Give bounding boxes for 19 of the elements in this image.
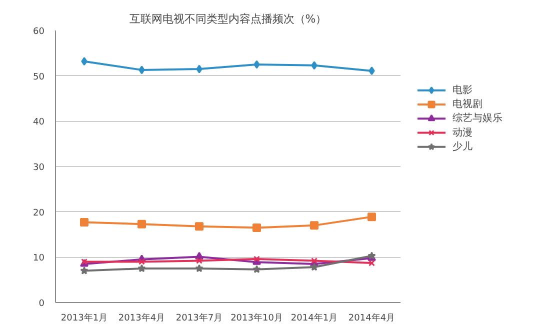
y-tick-label: 60 — [33, 27, 45, 37]
x-tick-label: 2013年10月 — [230, 312, 283, 324]
y-tick-label: 0 — [38, 299, 45, 309]
x-tick-label: 2013年1月 — [60, 312, 108, 324]
x-tick-label: 2013年7月 — [176, 312, 223, 324]
legend-label: 综艺与娱乐 — [452, 112, 502, 124]
legend-label: 少儿 — [452, 140, 472, 152]
y-tick-label: 30 — [33, 163, 45, 173]
y-tick-label: 40 — [33, 118, 45, 128]
legend-label: 动漫 — [452, 126, 472, 138]
legend-label: 电影 — [452, 84, 472, 96]
y-tick-label: 50 — [33, 72, 45, 82]
chart-title: 互联网电视不同类型内容点播频次（%） — [129, 12, 327, 26]
x-tick-label: 2013年4月 — [118, 312, 166, 324]
y-tick-label: 20 — [33, 208, 45, 218]
x-tick-label: 2014年4月 — [348, 312, 396, 324]
y-tick-label: 10 — [33, 254, 45, 264]
x-tick-label: 2014年1月 — [290, 312, 338, 324]
legend-label: 电视剧 — [452, 98, 482, 110]
